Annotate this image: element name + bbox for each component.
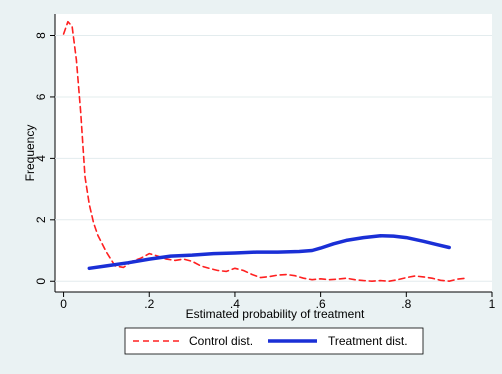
x-tick-label: .8	[401, 297, 411, 311]
x-tick-label: .6	[316, 297, 326, 311]
treatment-dist-line	[87, 234, 451, 271]
y-tick-label: 0	[34, 278, 48, 285]
grid-lines	[55, 35, 492, 282]
x-tick-label: .4	[230, 297, 240, 311]
legend: Control dist. Treatment dist.	[124, 327, 424, 355]
series-lines	[62, 20, 468, 283]
axis-ticks: 0 2 4 6 8 0 .2 .4 .6 .8 1	[34, 32, 496, 311]
y-axis-label: Frequency	[23, 125, 37, 182]
y-tick-label: 6	[34, 93, 48, 100]
control-dist-line	[62, 20, 468, 283]
y-tick-label: 8	[34, 32, 48, 39]
legend-treatment-label: Treatment dist.	[328, 334, 408, 348]
legend-control-label: Control dist.	[189, 334, 253, 348]
y-tick-label: 2	[34, 216, 48, 223]
x-tick-label: 0	[60, 297, 67, 311]
plot-background	[55, 14, 492, 292]
x-axis-label: Estimated probability of treatment	[186, 307, 365, 321]
x-tick-label: .2	[144, 297, 154, 311]
x-tick-label: 1	[489, 297, 496, 311]
y-tick-label: 4	[34, 155, 48, 162]
